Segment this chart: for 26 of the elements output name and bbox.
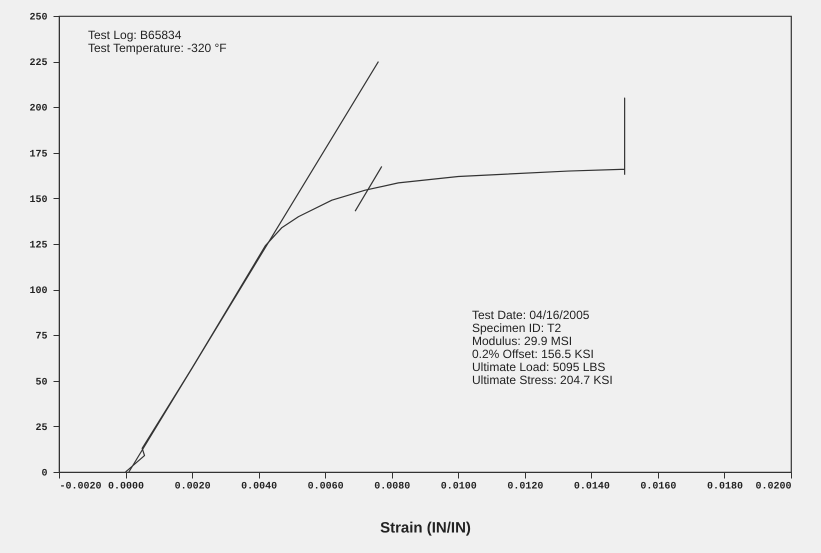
annotation: Test Log: B65834 Test Temperature: -320 °F — [88, 28, 227, 55]
annotation: Test Date: 04/16/2005 Specimen ID: T2 Modulus: 29.9 MSI 0.2% Offset: 156.5 KSI Ultimate Load: 5095 LBS Ultimate Stress: 204.7 KSI — [472, 308, 613, 387]
y-tick-label: 25 — [35, 422, 48, 434]
x-tick-label: 0.0160 — [640, 482, 676, 492]
x-axis-title: Strain (IN/IN) — [380, 520, 471, 536]
x-tick-label: 0.0060 — [308, 482, 344, 492]
y-tick-label: 175 — [29, 149, 48, 160]
y-tick-label: 50 — [35, 377, 48, 388]
y-tick-label: 125 — [29, 240, 48, 252]
y-tick-label: 250 — [29, 12, 48, 24]
x-tick-label: 0.0140 — [574, 482, 610, 492]
x-tick-label: 0.0000 — [108, 482, 144, 492]
x-tick-label: 0.0020 — [174, 482, 211, 492]
x-tick-label: 0.0100 — [440, 482, 477, 492]
y-tick-label: 100 — [29, 286, 48, 298]
x-tick-label: 0.0180 — [706, 482, 743, 492]
x-tick-label: 0.0080 — [374, 482, 410, 492]
x-tick-label: 0.0120 — [507, 482, 544, 492]
x-tick-label: -0.0020 — [60, 482, 102, 492]
y-tick-label: 0 — [41, 468, 48, 480]
y-tick-label: 150 — [29, 194, 48, 206]
y-tick-label: 200 — [29, 104, 48, 115]
x-tick-label: 0.0040 — [241, 482, 278, 492]
x-tick-label: 0.0200 — [755, 482, 792, 492]
y-tick-label: 75 — [35, 332, 48, 343]
y-tick-label: 225 — [29, 58, 48, 70]
